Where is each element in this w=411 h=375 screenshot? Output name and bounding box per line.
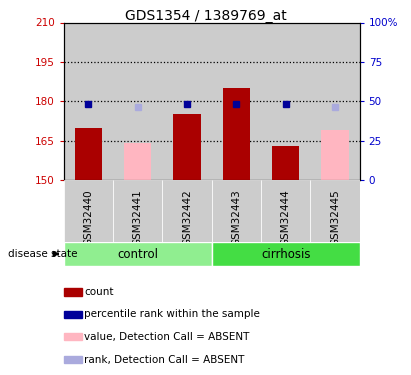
- Bar: [75, 128, 102, 180]
- Bar: [212, 180, 261, 242]
- Text: GSM32441: GSM32441: [133, 189, 143, 246]
- Text: count: count: [84, 287, 113, 297]
- Text: percentile rank within the sample: percentile rank within the sample: [84, 309, 260, 319]
- Bar: [310, 22, 360, 180]
- Bar: [261, 22, 310, 180]
- Text: value, Detection Call = ABSENT: value, Detection Call = ABSENT: [84, 332, 249, 342]
- Bar: [310, 180, 360, 242]
- Bar: [113, 180, 162, 242]
- Bar: [64, 333, 81, 340]
- Text: GSM32440: GSM32440: [83, 189, 93, 246]
- Text: control: control: [117, 248, 158, 261]
- Bar: [261, 180, 310, 242]
- Bar: [162, 22, 212, 180]
- Bar: [64, 242, 212, 266]
- Bar: [272, 146, 299, 180]
- Bar: [64, 22, 113, 180]
- Bar: [124, 143, 151, 180]
- Bar: [212, 242, 360, 266]
- Text: GDS1354 / 1389769_at: GDS1354 / 1389769_at: [125, 9, 286, 23]
- Bar: [64, 311, 81, 318]
- Bar: [113, 22, 162, 180]
- Bar: [64, 180, 113, 242]
- Bar: [321, 130, 349, 180]
- Bar: [162, 180, 212, 242]
- Text: GSM32444: GSM32444: [281, 189, 291, 246]
- Bar: [173, 114, 201, 180]
- Text: GSM32442: GSM32442: [182, 189, 192, 246]
- Bar: [212, 22, 261, 180]
- Text: GSM32445: GSM32445: [330, 189, 340, 246]
- Text: cirrhosis: cirrhosis: [261, 248, 310, 261]
- Text: rank, Detection Call = ABSENT: rank, Detection Call = ABSENT: [84, 355, 245, 365]
- Bar: [64, 356, 81, 363]
- Text: disease state: disease state: [8, 249, 78, 259]
- Text: GSM32443: GSM32443: [231, 189, 241, 246]
- Bar: [223, 88, 250, 180]
- Bar: [64, 288, 81, 296]
